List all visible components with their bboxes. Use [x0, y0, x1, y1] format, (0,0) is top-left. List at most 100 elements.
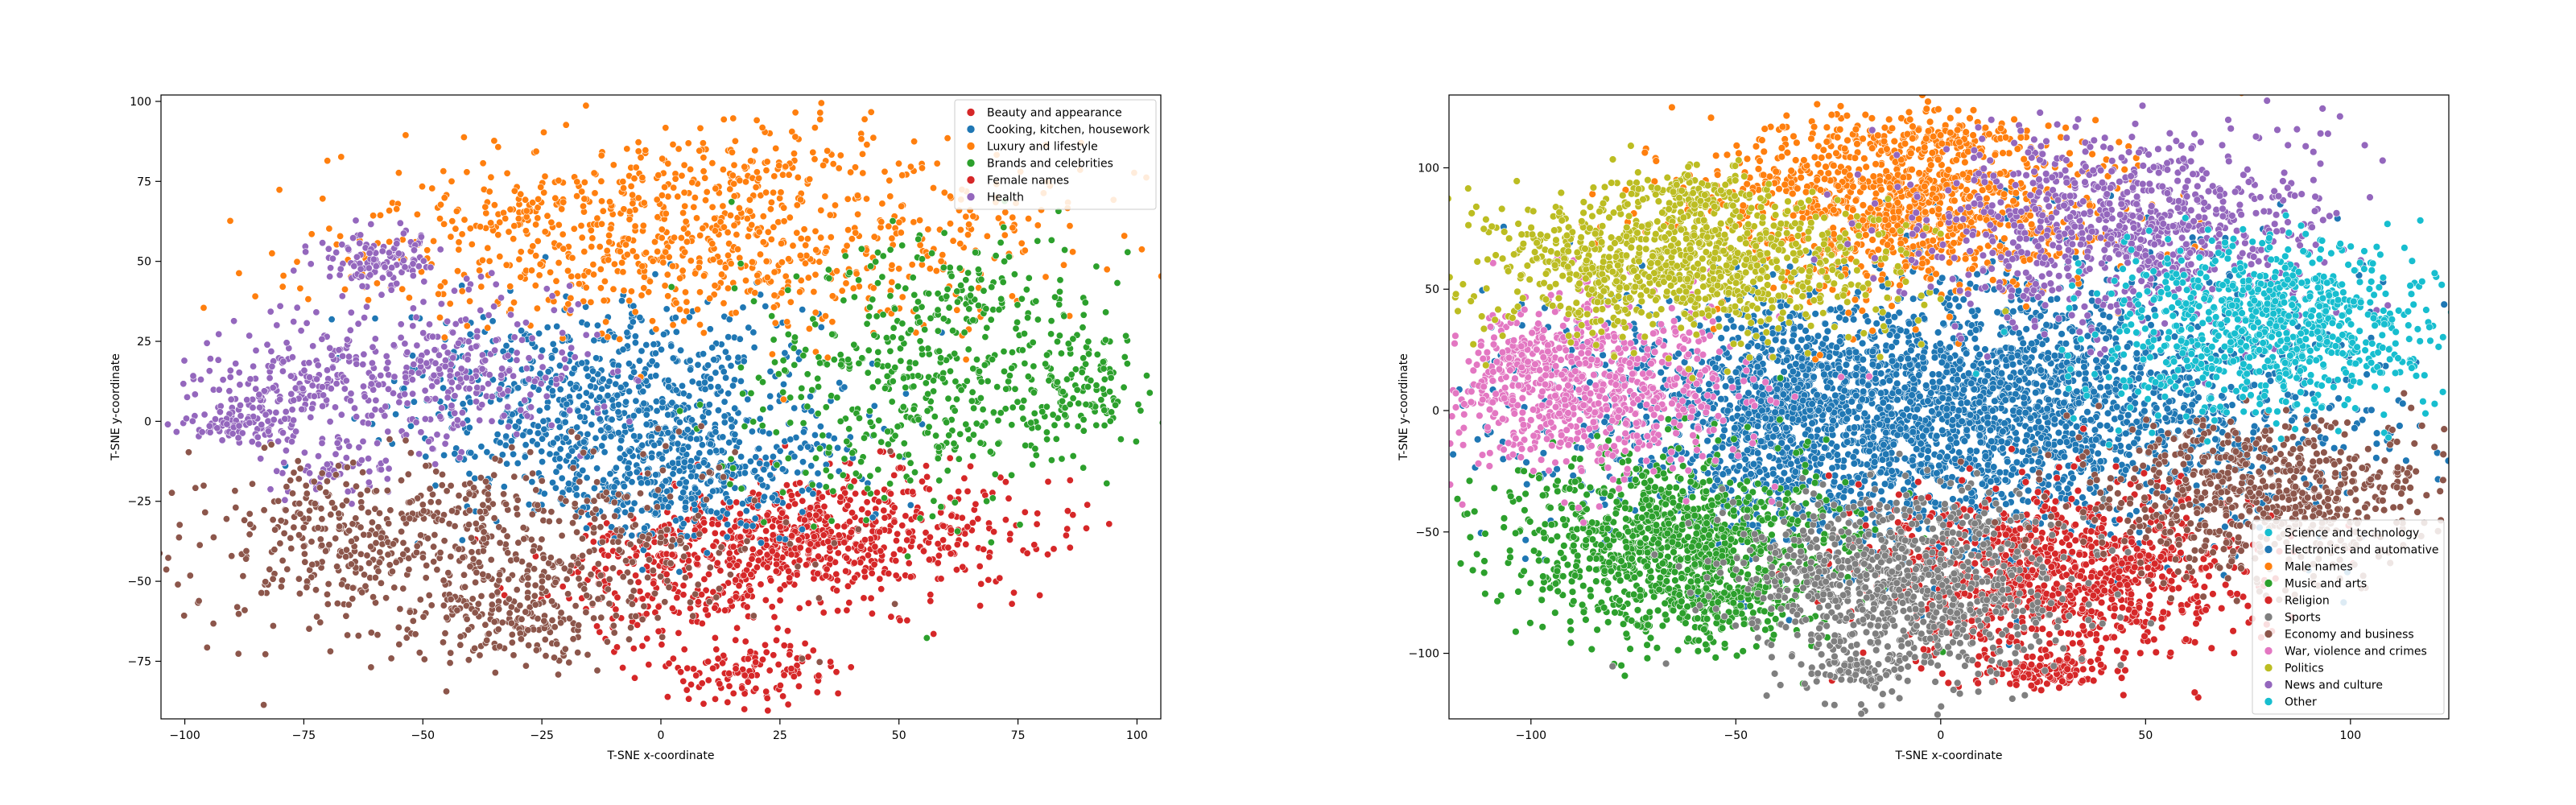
scatter-point	[733, 498, 741, 506]
scatter-point	[308, 404, 316, 412]
scatter-point	[180, 357, 188, 365]
scatter-point	[634, 621, 642, 629]
scatter-point	[317, 505, 325, 513]
scatter-point	[449, 328, 457, 336]
scatter-point	[681, 573, 689, 581]
scatter-point	[606, 470, 614, 478]
scatter-point	[920, 547, 928, 555]
scatter-point	[801, 639, 809, 647]
scatter-point	[827, 658, 835, 666]
scatter-point	[674, 440, 682, 448]
scatter-point	[587, 298, 595, 306]
scatter-point	[1025, 215, 1033, 223]
scatter-point	[495, 385, 503, 393]
scatter-point	[821, 312, 829, 320]
scatter-point	[604, 391, 612, 399]
scatter-point	[440, 601, 448, 609]
scatter-point	[964, 345, 972, 353]
scatter-point	[834, 444, 842, 452]
scatter-point	[974, 514, 982, 522]
scatter-point	[393, 240, 401, 248]
scatter-point	[1158, 272, 1161, 280]
scatter-point	[968, 284, 976, 292]
scatter-point	[534, 429, 542, 437]
scatter-point	[537, 184, 545, 192]
scatter-point	[799, 508, 807, 516]
scatter-point	[823, 361, 831, 369]
scatter-point	[985, 576, 993, 584]
scatter-point	[1001, 516, 1009, 524]
scatter-point	[815, 481, 824, 489]
scatter-point	[559, 198, 568, 206]
scatter-point	[357, 265, 365, 273]
scatter-point	[847, 483, 855, 491]
scatter-point	[1047, 330, 1055, 338]
scatter-point	[815, 444, 824, 452]
scatter-point	[752, 684, 760, 692]
scatter-point	[603, 519, 611, 527]
scatter-point	[989, 408, 997, 416]
scatter-point	[762, 687, 770, 696]
scatter-point	[205, 422, 213, 430]
scatter-point	[631, 339, 639, 347]
scatter-point	[642, 609, 650, 617]
scatter-point	[592, 434, 600, 442]
scatter-point	[693, 560, 701, 568]
scatter-point	[795, 536, 803, 544]
scatter-point	[711, 604, 719, 612]
scatter-point	[522, 441, 530, 449]
scatter-point	[367, 380, 375, 388]
scatter-point	[759, 406, 767, 414]
scatter-point	[396, 605, 404, 613]
scatter-point	[746, 647, 754, 655]
scatter-point	[386, 207, 394, 215]
scatter-point	[558, 349, 566, 357]
scatter-point	[371, 335, 379, 343]
scatter-point	[773, 461, 781, 469]
scatter-point	[357, 456, 365, 464]
scatter-point	[294, 457, 302, 465]
scatter-point	[1080, 415, 1088, 423]
scatter-point	[886, 246, 894, 254]
scatter-point	[390, 341, 398, 349]
scatter-point	[502, 432, 510, 440]
scatter-point	[440, 451, 448, 459]
scatter-point	[503, 532, 511, 540]
scatter-point	[573, 423, 581, 431]
scatter-point	[1099, 358, 1107, 366]
scatter-point	[817, 233, 825, 242]
scatter-point	[496, 218, 504, 226]
scatter-point	[975, 301, 983, 309]
scatter-point	[958, 514, 966, 522]
scatter-point	[362, 303, 370, 311]
scatter-point	[819, 431, 827, 440]
scatter-point	[593, 214, 601, 222]
scatter-point	[1033, 520, 1041, 528]
scatter-point	[1103, 479, 1111, 487]
scatter-point	[709, 487, 717, 495]
scatter-point	[1013, 318, 1022, 326]
scatter-point	[290, 266, 298, 275]
scatter-point	[412, 419, 420, 427]
scatter-point	[698, 679, 706, 687]
scatter-point	[719, 202, 727, 210]
scatter-point	[724, 251, 732, 259]
scatter-point	[730, 284, 738, 292]
scatter-point	[235, 369, 243, 377]
scatter-point	[521, 396, 529, 404]
scatter-point	[482, 209, 490, 217]
scatter-point	[766, 392, 774, 400]
scatter-point	[491, 455, 499, 463]
scatter-point	[753, 564, 761, 572]
scatter-point	[1100, 407, 1108, 415]
scatter-point	[398, 527, 406, 535]
scatter-point	[1100, 365, 1108, 373]
scatter-point	[258, 588, 266, 597]
scatter-point	[287, 438, 295, 446]
scatter-point	[467, 534, 475, 542]
scatter-point	[700, 459, 708, 467]
scatter-point	[664, 376, 672, 384]
scatter-point	[504, 423, 512, 431]
scatter-point	[732, 308, 740, 316]
scatter-point	[855, 359, 863, 367]
